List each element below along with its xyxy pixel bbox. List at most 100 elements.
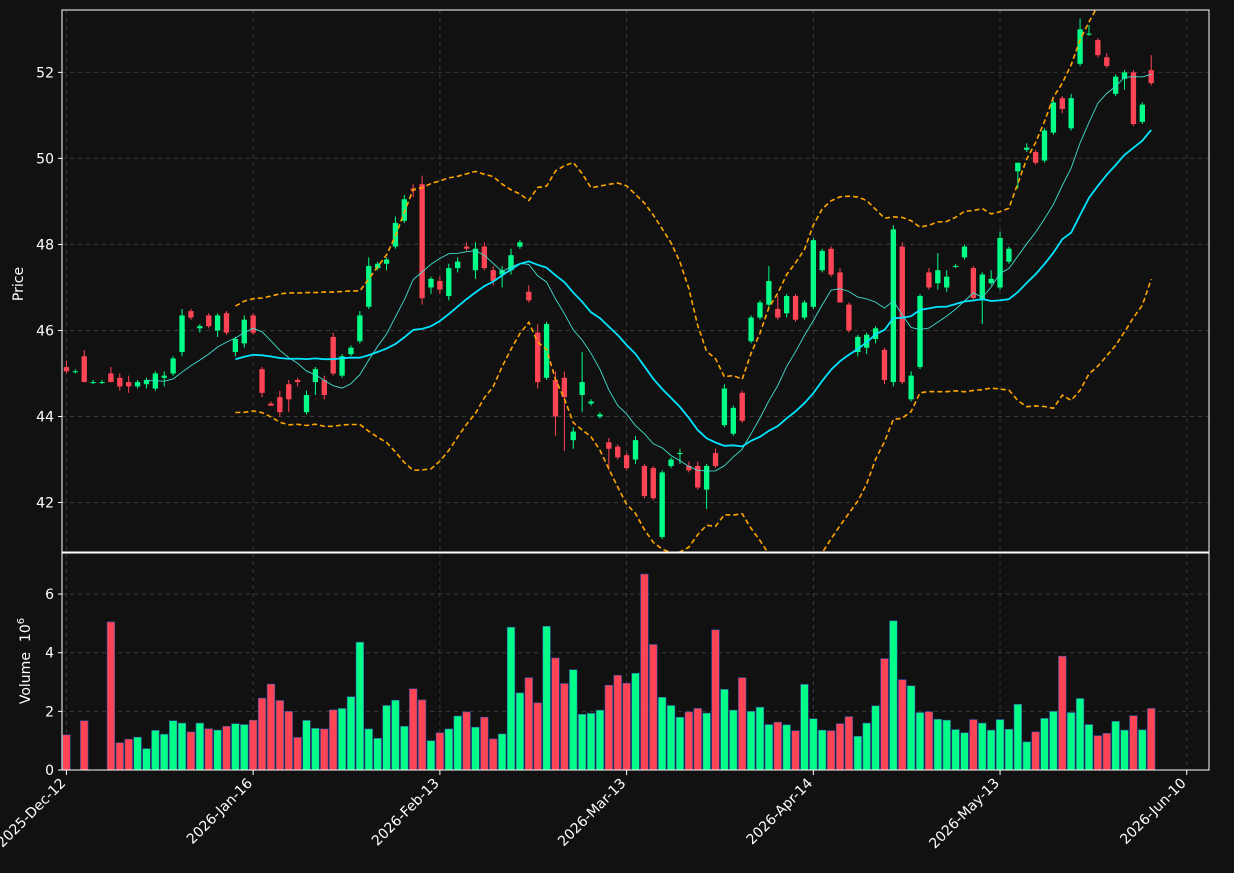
- volume-bar: [746, 711, 756, 770]
- volume-label-text: Volume: [18, 652, 34, 704]
- candle-body: [757, 302, 763, 318]
- candle-body: [490, 270, 496, 281]
- candle-body: [241, 319, 247, 344]
- volume-bar: [480, 716, 489, 770]
- price-panel-grid: [62, 10, 1209, 552]
- candle-body: [472, 248, 479, 271]
- volume-bar: [942, 719, 951, 770]
- volume-bar: [186, 731, 196, 770]
- candle-body: [90, 382, 96, 384]
- volume-bar: [1111, 721, 1120, 770]
- candle-body: [650, 468, 656, 499]
- candle-body: [81, 356, 87, 383]
- volume-bar: [302, 720, 311, 770]
- volume-bar: [284, 711, 293, 770]
- volume-bar: [569, 669, 578, 770]
- candle-body: [170, 358, 176, 374]
- candle-body: [926, 272, 932, 288]
- candle-body: [1112, 76, 1119, 94]
- volume-bar: [1120, 729, 1129, 770]
- volume-bar: [257, 697, 267, 770]
- candle-body: [63, 367, 70, 372]
- candle-body: [1086, 33, 1092, 35]
- candle-body: [1139, 104, 1145, 122]
- price-tick-label: 52: [36, 65, 54, 81]
- volume-bar: [666, 705, 676, 770]
- volume-bar: [444, 728, 453, 770]
- volume-bar: [978, 722, 987, 770]
- candle-body: [188, 311, 194, 318]
- volume-bar: [684, 711, 693, 770]
- volume-bar: [151, 730, 160, 770]
- volume-bar: [337, 708, 347, 770]
- volume-bar: [764, 724, 773, 770]
- price-y-axis-ticks: 42 44 46 48 50 52: [36, 65, 62, 512]
- volume-bar: [1138, 729, 1147, 770]
- volume-bar: [133, 736, 142, 770]
- candle-body: [606, 442, 612, 449]
- volume-axis-label: Volume 106: [16, 618, 34, 704]
- volume-bar: [329, 709, 338, 770]
- candle-body: [401, 199, 407, 221]
- candle-body: [268, 403, 274, 406]
- candle-body: [143, 379, 150, 385]
- volume-bar: [435, 732, 445, 770]
- candle-body: [179, 315, 185, 352]
- candle-body: [908, 375, 914, 400]
- candle-body: [259, 369, 265, 393]
- candle-body: [312, 369, 319, 383]
- volume-bar: [471, 726, 480, 770]
- volume-bar: [542, 626, 551, 770]
- volume-bar: [924, 711, 934, 770]
- candle-body: [783, 296, 790, 314]
- candle-body: [161, 375, 167, 378]
- candle-body: [935, 270, 941, 284]
- volume-bar: [142, 748, 151, 770]
- candle-body: [748, 317, 754, 342]
- price-tick-label: 46: [36, 323, 54, 339]
- lower-band-line: [235, 279, 1152, 552]
- volume-bar: [578, 713, 587, 770]
- volume-bar: [426, 740, 436, 770]
- volume-bar: [560, 683, 569, 770]
- candle-body: [366, 265, 372, 307]
- volume-bar: [1058, 655, 1067, 770]
- candle-body: [455, 261, 461, 269]
- candle-body: [890, 229, 897, 383]
- candle-body: [686, 465, 692, 471]
- candle-body: [1015, 162, 1021, 172]
- candle-body: [801, 302, 808, 318]
- volume-bar: [489, 738, 498, 770]
- candle-body: [552, 379, 559, 417]
- volume-bar: [1129, 715, 1138, 770]
- volume-bar: [275, 700, 284, 770]
- price-tick-label: 50: [36, 151, 54, 167]
- volume-bar: [373, 738, 382, 770]
- volume-bar: [1004, 728, 1014, 770]
- candle-body: [632, 440, 639, 460]
- candle-body: [677, 453, 683, 455]
- candle-body: [792, 296, 799, 320]
- candle-body: [1148, 70, 1154, 84]
- candle-body: [588, 401, 594, 404]
- upper-band-line: [235, 10, 1097, 381]
- volume-bar: [177, 722, 187, 770]
- candle-body: [303, 394, 310, 413]
- volume-bar: [1084, 724, 1094, 770]
- moving-average-fast-line: [146, 73, 1152, 472]
- candle-body: [855, 336, 861, 352]
- candle-body: [952, 265, 959, 267]
- volume-bar: [702, 712, 711, 770]
- volume-bar: [498, 733, 507, 770]
- candle-body: [134, 382, 141, 387]
- candle-body: [126, 382, 132, 387]
- volume-bar: [551, 657, 560, 770]
- volume-bar: [382, 705, 391, 770]
- candle-body: [1077, 29, 1083, 64]
- candle-body: [321, 379, 327, 395]
- volume-bar: [738, 677, 747, 770]
- volume-bar: [62, 734, 71, 770]
- volume-bar: [293, 737, 302, 770]
- volume-bar: [880, 658, 889, 770]
- volume-bar: [462, 711, 471, 770]
